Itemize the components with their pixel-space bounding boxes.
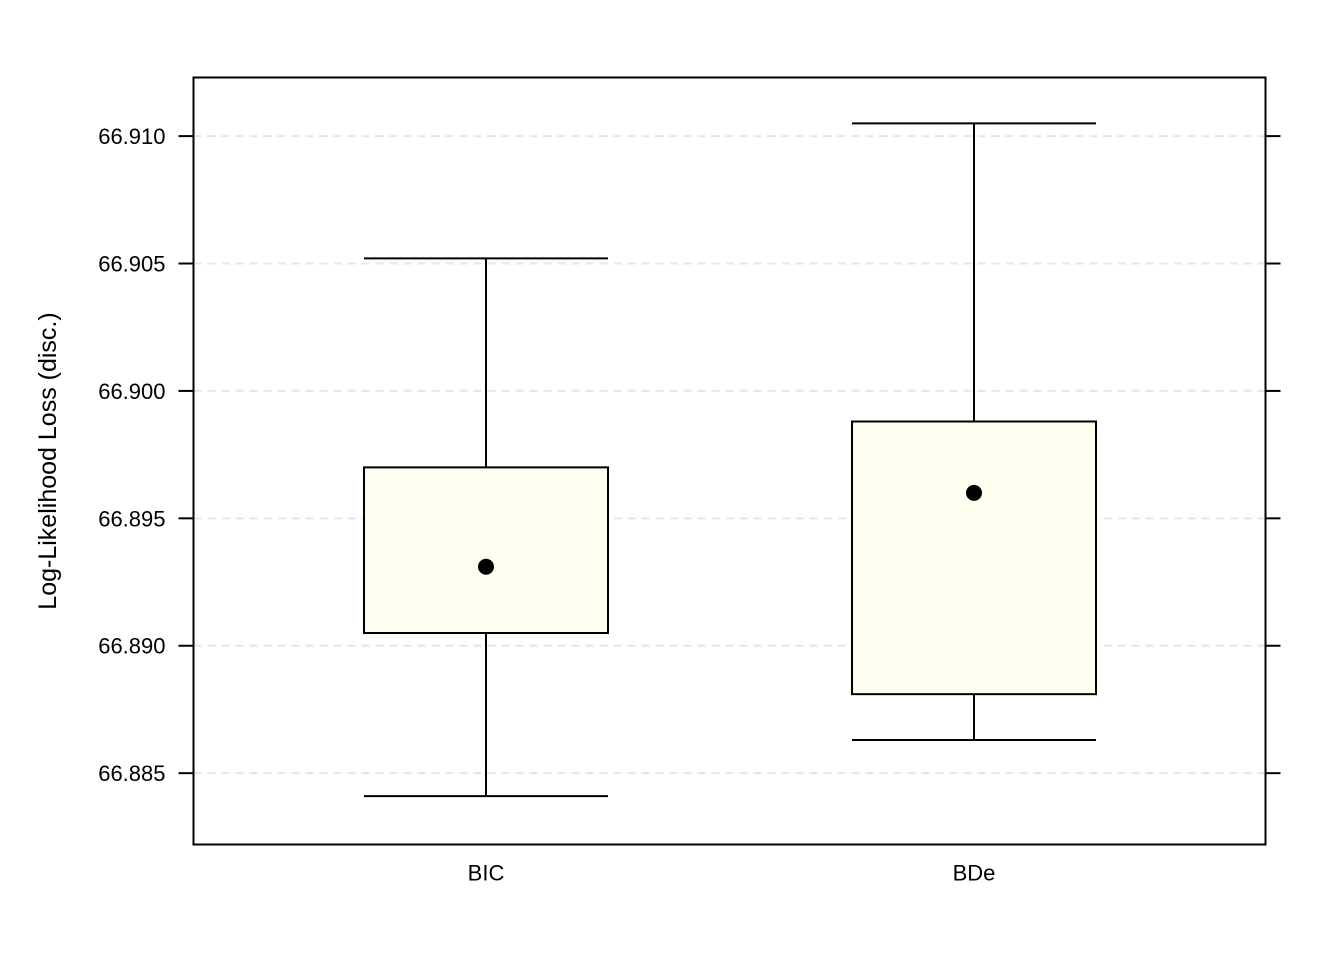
y-tick-label: 66.905 xyxy=(98,252,165,277)
median-dot xyxy=(478,558,494,575)
x-category-label: BDe xyxy=(953,861,996,886)
y-axis-label: Log-Likelihood Loss (disc.) xyxy=(34,312,62,609)
y-tick-label: 66.900 xyxy=(98,379,165,404)
tick-layer: 66.885 66.890 66.895 66.900 66.905 66.910 BIC B… xyxy=(98,124,1281,886)
box-bde xyxy=(851,122,1097,742)
x-category-label: BIC xyxy=(468,861,505,886)
y-tick-label: 66.895 xyxy=(98,506,165,531)
box-layer xyxy=(363,122,1097,798)
y-tick-label: 66.890 xyxy=(98,634,165,659)
y-tick-label: 66.885 xyxy=(98,761,165,786)
iqr-box xyxy=(363,466,609,635)
box-bic xyxy=(363,257,609,798)
grid-layer xyxy=(193,135,1266,775)
plot-frame xyxy=(192,76,1267,846)
iqr-box xyxy=(851,420,1097,696)
y-tick-label: 66.910 xyxy=(98,124,165,149)
median-dot xyxy=(966,484,982,501)
